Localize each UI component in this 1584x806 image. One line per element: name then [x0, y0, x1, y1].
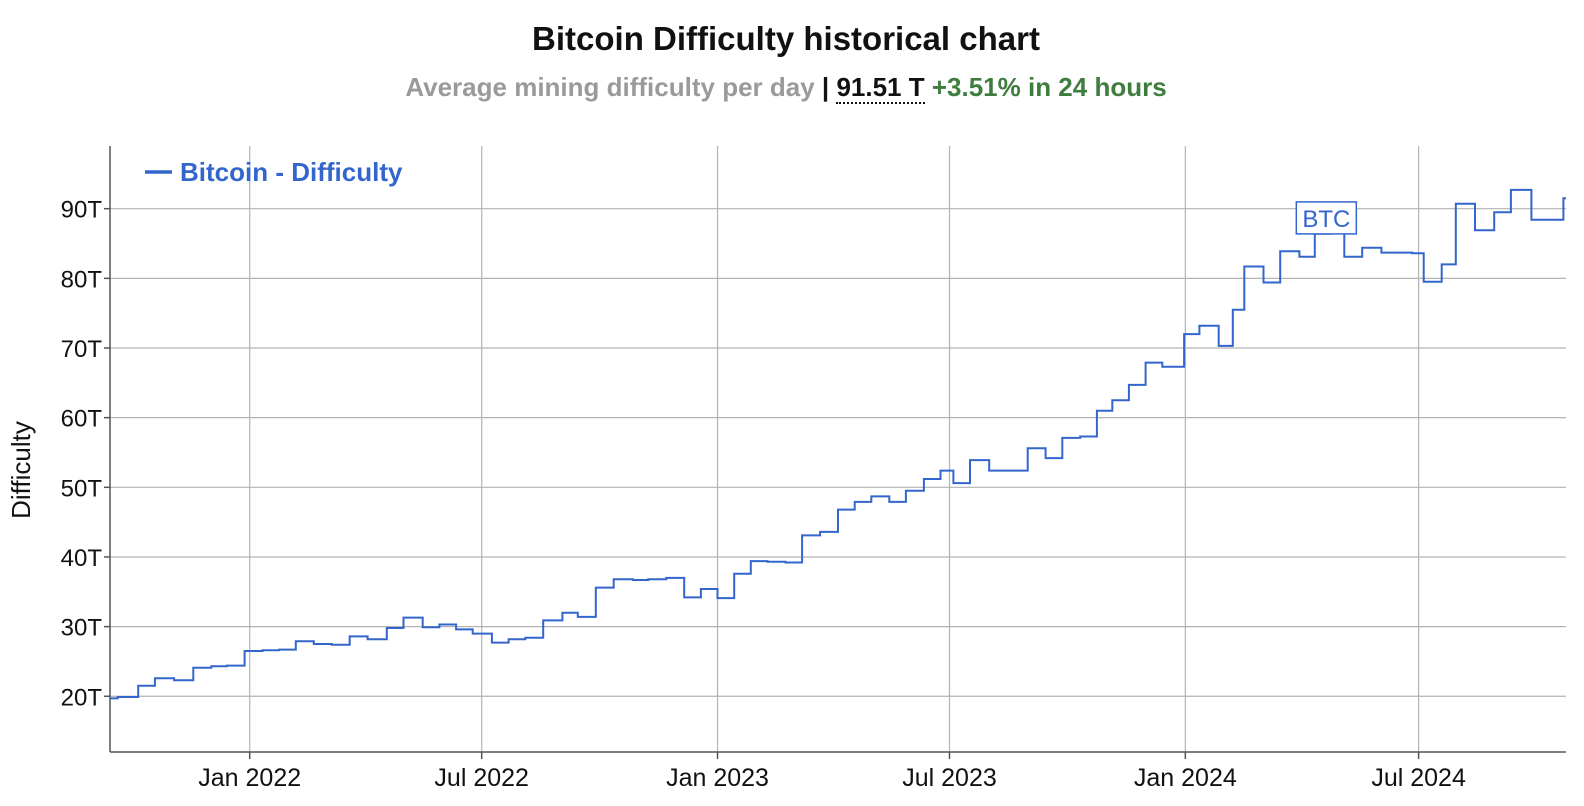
difficulty-change-24h: +3.51% in 24 hours [931, 72, 1167, 102]
legend-label[interactable]: Bitcoin - Difficulty [180, 157, 403, 187]
grid-lines [110, 146, 1566, 752]
x-tick-label-1: Jul 2022 [434, 764, 529, 792]
x-tick-label-5: Jul 2024 [1371, 764, 1466, 792]
y-tick-label-3: 50T [61, 475, 103, 502]
y-tick-label-0: 20T [61, 684, 103, 711]
x-tick-labels: Jan 2022 Jul 2022 Jan 2023 Jul 2023 Jan 2024… [198, 752, 1466, 792]
y-tick-label-6: 80T [61, 266, 103, 293]
chart-axes [109, 146, 1566, 753]
x-tick-label-0: Jan 2022 [198, 764, 301, 792]
legend[interactable]: Bitcoin - Difficulty [145, 157, 403, 187]
current-difficulty-value[interactable]: 91.51 T [836, 72, 925, 104]
y-tick-label-4: 60T [61, 406, 103, 433]
subtitle-label: Average mining difficulty per day [405, 72, 815, 102]
series-line-bitcoin-difficulty[interactable] [110, 188, 1566, 700]
chart-title: Bitcoin Difficulty historical chart [532, 20, 1040, 57]
x-tick-label-2: Jan 2023 [666, 764, 769, 792]
y-tick-labels: 20T 30T 40T 50T 60T 70T 80T 90T [61, 197, 110, 711]
series-layer [110, 188, 1566, 700]
x-tick-label-3: Jul 2023 [902, 764, 997, 792]
subtitle-separator: | [821, 72, 830, 102]
y-tick-label-7: 90T [61, 197, 103, 224]
y-tick-label-1: 30T [61, 615, 103, 642]
btc-annotation-box[interactable] [1295, 201, 1358, 235]
btc-annotation[interactable]: BTC [1295, 201, 1358, 235]
chart-subtitle: Average mining difficulty per day | 91.5… [0, 72, 1572, 104]
y-axis-label: Difficulty [6, 421, 36, 519]
x-tick-label-4: Jan 2024 [1134, 764, 1237, 792]
btc-annotation-label[interactable]: BTC [1302, 206, 1350, 233]
y-tick-label-2: 40T [61, 545, 103, 572]
y-tick-label-5: 70T [61, 336, 103, 363]
